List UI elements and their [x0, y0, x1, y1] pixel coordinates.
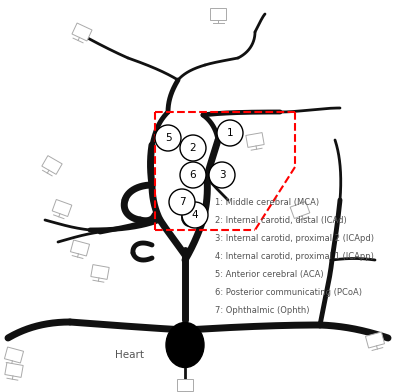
FancyBboxPatch shape — [70, 240, 90, 256]
FancyBboxPatch shape — [91, 265, 109, 279]
Text: 6: Posterior communicating (PCoA): 6: Posterior communicating (PCoA) — [215, 288, 362, 297]
FancyBboxPatch shape — [42, 156, 62, 174]
FancyBboxPatch shape — [4, 347, 24, 363]
Text: 6: 6 — [190, 170, 196, 180]
Circle shape — [180, 135, 206, 161]
FancyBboxPatch shape — [366, 332, 384, 348]
FancyBboxPatch shape — [210, 8, 226, 20]
Text: 5: 5 — [165, 133, 171, 143]
Text: 4: 4 — [192, 210, 198, 220]
Text: 2: 2 — [190, 143, 196, 153]
Text: 5: Anterior cerebral (ACA): 5: Anterior cerebral (ACA) — [215, 270, 324, 279]
Circle shape — [182, 202, 208, 228]
Text: 1: 1 — [227, 128, 233, 138]
FancyBboxPatch shape — [52, 200, 72, 216]
Text: Heart: Heart — [116, 350, 144, 360]
Text: 7: Ophthalmic (Ophth): 7: Ophthalmic (Ophth) — [215, 306, 310, 315]
Text: 4: Internal carotid, proximal 1 (ICApp): 4: Internal carotid, proximal 1 (ICApp) — [215, 252, 374, 261]
Text: 7: 7 — [179, 197, 185, 207]
FancyBboxPatch shape — [72, 23, 92, 41]
Circle shape — [217, 120, 243, 146]
Text: 1: Middle cerebral (MCA): 1: Middle cerebral (MCA) — [215, 198, 319, 207]
FancyBboxPatch shape — [246, 132, 264, 147]
Text: 2: Internal carotid, distal (ICAd): 2: Internal carotid, distal (ICAd) — [215, 216, 347, 225]
Text: 3: Internal carotid, proximal 2 (ICApd): 3: Internal carotid, proximal 2 (ICApd) — [215, 234, 374, 243]
Circle shape — [155, 125, 181, 151]
Circle shape — [169, 189, 195, 215]
Ellipse shape — [166, 323, 204, 368]
FancyBboxPatch shape — [177, 379, 193, 391]
Circle shape — [209, 162, 235, 188]
FancyBboxPatch shape — [5, 363, 23, 377]
Circle shape — [180, 162, 206, 188]
Text: 3: 3 — [219, 170, 225, 180]
FancyBboxPatch shape — [290, 201, 310, 218]
